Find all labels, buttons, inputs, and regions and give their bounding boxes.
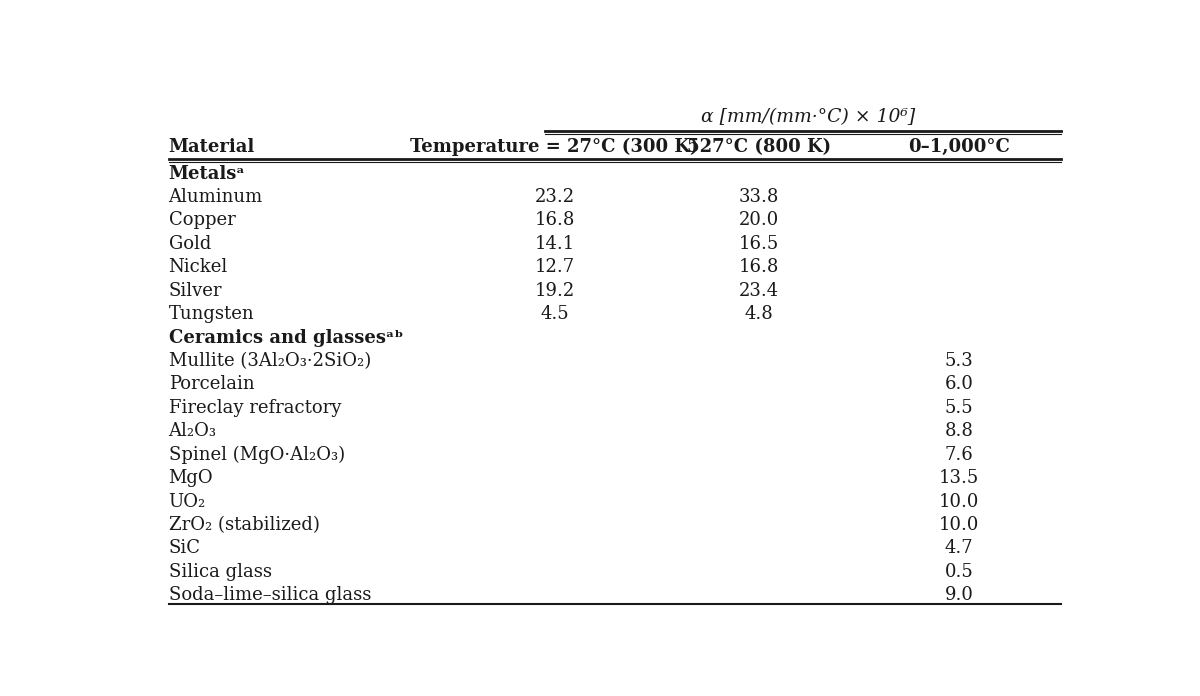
Text: 5.3: 5.3	[944, 352, 973, 370]
Text: ZrO₂ (stabilized): ZrO₂ (stabilized)	[168, 516, 319, 534]
Text: 6.0: 6.0	[944, 375, 973, 393]
Text: Nickel: Nickel	[168, 258, 228, 276]
Text: Spinel (MgO·Al₂O₃): Spinel (MgO·Al₂O₃)	[168, 445, 344, 464]
Text: 7.6: 7.6	[944, 445, 973, 464]
Text: 16.8: 16.8	[534, 212, 575, 230]
Text: 8.8: 8.8	[944, 422, 973, 441]
Text: UO₂: UO₂	[168, 493, 206, 511]
Text: Mullite (3Al₂O₃·2SiO₂): Mullite (3Al₂O₃·2SiO₂)	[168, 352, 371, 370]
Text: MgO: MgO	[168, 469, 214, 487]
Text: Tungsten: Tungsten	[168, 305, 254, 323]
Text: 4.8: 4.8	[745, 305, 774, 323]
Text: 4.7: 4.7	[944, 539, 973, 557]
Text: Silica glass: Silica glass	[168, 563, 271, 581]
Text: 5.5: 5.5	[944, 399, 973, 417]
Text: 23.2: 23.2	[534, 188, 575, 206]
Text: 0.5: 0.5	[944, 563, 973, 581]
Text: Al₂O₃: Al₂O₃	[168, 422, 216, 441]
Text: Silver: Silver	[168, 282, 222, 300]
Text: 20.0: 20.0	[739, 212, 779, 230]
Text: 19.2: 19.2	[534, 282, 575, 300]
Text: 9.0: 9.0	[944, 586, 973, 604]
Text: Copper: Copper	[168, 212, 235, 230]
Text: α [mm/(mm·°C) × 10⁶]: α [mm/(mm·°C) × 10⁶]	[701, 108, 916, 126]
Text: 4.5: 4.5	[540, 305, 569, 323]
Text: Aluminum: Aluminum	[168, 188, 263, 206]
Text: Soda–lime–silica glass: Soda–lime–silica glass	[168, 586, 371, 604]
Text: Porcelain: Porcelain	[168, 375, 254, 393]
Text: 0–1,000°C: 0–1,000°C	[908, 138, 1010, 156]
Text: Temperature = 27°C (300 K): Temperature = 27°C (300 K)	[410, 138, 698, 156]
Text: 527°C (800 K): 527°C (800 K)	[688, 138, 832, 156]
Text: 14.1: 14.1	[534, 235, 575, 253]
Text: Gold: Gold	[168, 235, 211, 253]
Text: 16.5: 16.5	[739, 235, 779, 253]
Text: Fireclay refractory: Fireclay refractory	[168, 399, 341, 417]
Text: 10.0: 10.0	[938, 493, 979, 511]
Text: Ceramics and glassesᵃᵇ: Ceramics and glassesᵃᵇ	[168, 329, 403, 347]
Text: 33.8: 33.8	[739, 188, 779, 206]
Text: 23.4: 23.4	[739, 282, 779, 300]
Text: Material: Material	[168, 138, 254, 156]
Text: Metalsᵃ: Metalsᵃ	[168, 164, 245, 182]
Text: 16.8: 16.8	[739, 258, 779, 276]
Text: 13.5: 13.5	[938, 469, 979, 487]
Text: 12.7: 12.7	[534, 258, 575, 276]
Text: 10.0: 10.0	[938, 516, 979, 534]
Text: SiC: SiC	[168, 539, 200, 557]
